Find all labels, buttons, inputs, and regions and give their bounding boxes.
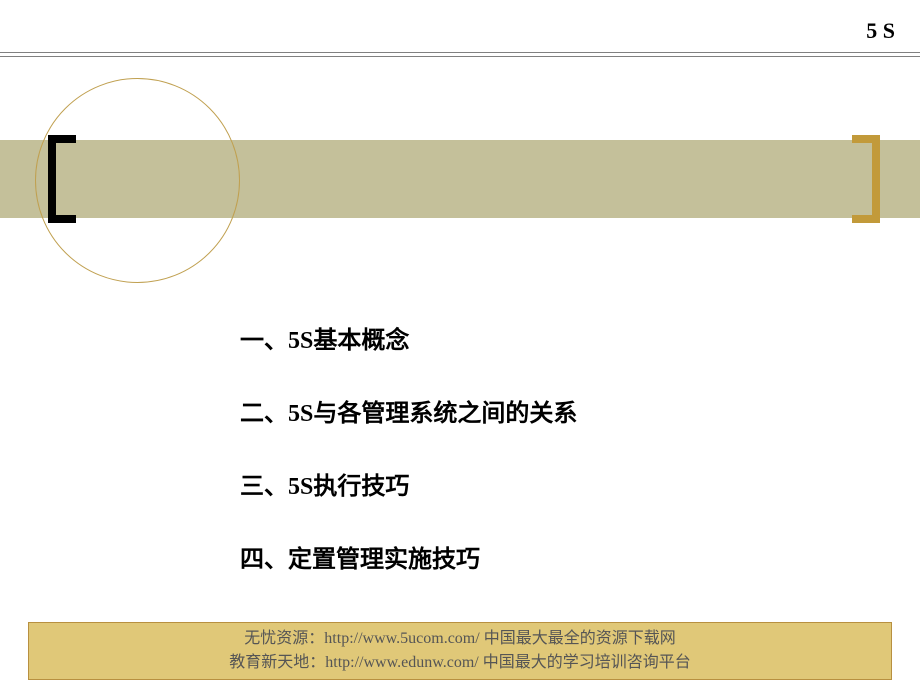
left-bracket-decoration — [48, 135, 76, 223]
list-item: 四、定置管理实施技巧 — [240, 539, 577, 574]
header-label: 5 S — [866, 18, 895, 44]
list-item: 一、5S基本概念 — [240, 320, 577, 355]
footer-box: 无忧资源：http://www.5ucom.com/ 中国最大最全的资源下载网 … — [28, 622, 892, 680]
list-item: 三、5S执行技巧 — [240, 466, 577, 501]
footer-line-1: 无忧资源：http://www.5ucom.com/ 中国最大最全的资源下载网 — [244, 627, 675, 651]
list-item: 二、5S与各管理系统之间的关系 — [240, 393, 577, 428]
header-divider — [0, 52, 920, 57]
right-bracket-decoration — [852, 135, 880, 223]
content-list: 一、5S基本概念 二、5S与各管理系统之间的关系 三、5S执行技巧 四、定置管理… — [240, 320, 577, 612]
footer-line-2: 教育新天地：http://www.edunw.com/ 中国最大的学习培训咨询平… — [229, 651, 690, 675]
